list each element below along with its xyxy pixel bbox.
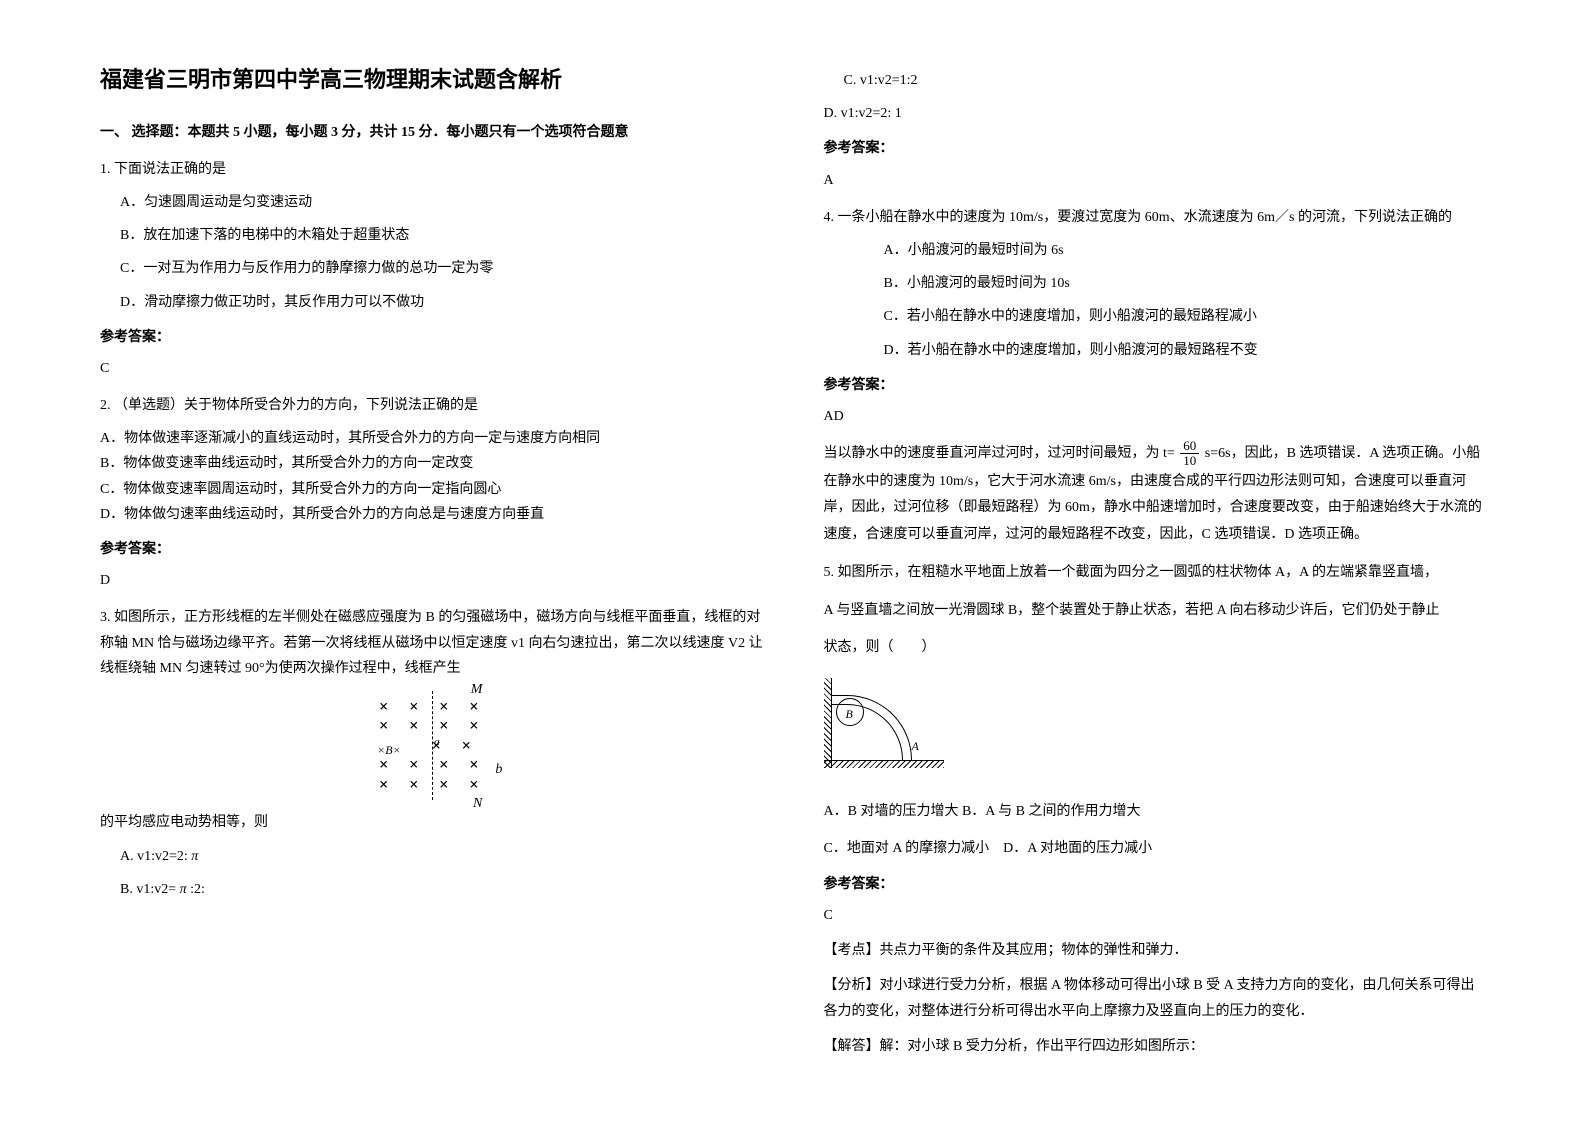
- q1-answer-label: 参考答案：: [100, 325, 764, 350]
- arc-diagram: B A: [824, 678, 944, 768]
- q5-diagram: B A: [824, 668, 1488, 787]
- pi-symbol: π: [180, 882, 187, 897]
- document-title: 福建省三明市第四中学高三物理期末试题含解析: [100, 60, 764, 100]
- question-2-stem: 2. （单选题）关于物体所受合外力的方向，下列说法正确的是: [100, 393, 764, 418]
- q5-analysis-jieda: 【解答】解：对小球 B 受力分析，作出平行四边形如图所示：: [824, 1034, 1488, 1061]
- q1-option-d: D．滑动摩擦力做正功时，其反作用力可以不做功: [120, 290, 764, 315]
- q5-answer: C: [824, 903, 1488, 928]
- q3-answer: A: [824, 168, 1488, 193]
- q4-answer: AD: [824, 404, 1488, 429]
- q1-option-c: C．一对互为作用力与反作用力的静摩擦力做的总功一定为零: [120, 256, 764, 281]
- q2-option-a: A．物体做速率逐渐减小的直线运动时，其所受合外力的方向一定与速度方向相同: [100, 426, 764, 451]
- question-5-stem-p2: A 与竖直墙之间放一光滑圆球 B，整个装置处于静止状态，若把 A 向右移动少许后…: [824, 598, 1488, 623]
- question-3-stem-p1: 3. 如图所示，正方形线框的左半侧处在磁感应强度为 B 的匀强磁场中，磁场方向与…: [100, 605, 764, 681]
- q4-option-b: B．小船渡河的最短时间为 10s: [884, 271, 1488, 296]
- question-5-stem-p1: 5. 如图所示，在粗糙水平地面上放着一个截面为四分之一圆弧的柱状物体 A，A 的…: [824, 560, 1488, 585]
- right-column: C. v1:v2=1:2 D. v1:v2=2: 1 参考答案： A 4. 一条…: [824, 60, 1488, 1060]
- q5-option-cd: C．地面对 A 的摩擦力减小 D．A 对地面的压力减小: [824, 836, 1488, 861]
- frac-den: 10: [1180, 454, 1199, 468]
- diagram-m-label: M: [471, 677, 483, 702]
- diagram-a-label: a: [434, 733, 440, 753]
- q3-opt-a-prefix: A. v1:v2=2:: [120, 849, 191, 864]
- q1-option-a: A．匀速圆周运动是匀变速运动: [120, 190, 764, 215]
- q4-exp-a: 当以静水中的速度垂直河岸过河时，过河时间最短，为 t=: [824, 446, 1179, 461]
- q3-opt-b-suffix: :2:: [187, 882, 205, 897]
- frac-num: 60: [1180, 439, 1199, 454]
- q3-answer-label: 参考答案：: [824, 136, 1488, 161]
- arc-a-label: A: [912, 736, 919, 758]
- diagram-b-label: b: [495, 757, 502, 782]
- question-1-stem: 1. 下面说法正确的是: [100, 157, 764, 182]
- q2-answer-label: 参考答案：: [100, 537, 764, 562]
- q2-answer: D: [100, 568, 764, 593]
- q2-option-d: D．物体做匀速率曲线运动时，其所受合外力的方向总是与速度方向垂直: [100, 502, 764, 527]
- question-3-stem-p2: 的平均感应电动势相等，则: [100, 810, 764, 835]
- fraction: 6010: [1180, 439, 1199, 469]
- diagram-n-label: N: [473, 791, 482, 816]
- q5-analysis-point: 【考点】共点力平衡的条件及其应用；物体的弹性和弹力．: [824, 938, 1488, 965]
- q3-option-b: B. v1:v2= π :2:: [120, 877, 764, 902]
- q4-answer-label: 参考答案：: [824, 373, 1488, 398]
- q1-option-b: B．放在加速下落的电梯中的木箱处于超重状态: [120, 223, 764, 248]
- diagram-axis: [432, 691, 433, 801]
- pi-symbol: π: [191, 849, 198, 864]
- q3-opt-b-prefix: B. v1:v2=: [120, 882, 180, 897]
- arc-b-label: B: [846, 704, 853, 726]
- ground: [824, 760, 944, 768]
- q4-explanation: 当以静水中的速度垂直河岸过河时，过河时间最短，为 t= 6010 s=6s，因此…: [824, 439, 1488, 548]
- magnetic-field-diagram: M × × × × × × × × a ×B× × × × × × × b × …: [373, 691, 490, 801]
- q3-option-c: C. v1:v2=1:2: [844, 68, 1488, 93]
- wall: [824, 678, 832, 768]
- q4-option-d: D．若小船在静水中的速度增加，则小船渡河的最短路程不变: [884, 338, 1488, 363]
- diagram-bx-label: ×B×: [377, 740, 401, 762]
- q1-answer: C: [100, 356, 764, 381]
- q5-option-ab: A．B 对墙的压力增大 B．A 与 B 之间的作用力增大: [824, 799, 1488, 824]
- question-4-stem: 4. 一条小船在静水中的速度为 10m/s，要渡过宽度为 60m、水流速度为 6…: [824, 205, 1488, 230]
- left-column: 福建省三明市第四中学高三物理期末试题含解析 一、 选择题：本题共 5 小题，每小…: [100, 60, 764, 1060]
- q5-answer-label: 参考答案：: [824, 872, 1488, 897]
- q2-option-b: B．物体做变速率曲线运动时，其所受合外力的方向一定改变: [100, 451, 764, 476]
- q3-option-d: D. v1:v2=2: 1: [824, 101, 1488, 126]
- q4-option-c: C．若小船在静水中的速度增加，则小船渡河的最短路程减小: [884, 304, 1488, 329]
- q5-analysis-fenxi: 【分析】对小球进行受力分析，根据 A 物体移动可得出小球 B 受 A 支持力方向…: [824, 973, 1488, 1026]
- q3-option-a: A. v1:v2=2: π: [120, 844, 764, 869]
- q2-option-c: C．物体做变速率圆周运动时，其所受合外力的方向一定指向圆心: [100, 477, 764, 502]
- q3-diagram: M × × × × × × × × a ×B× × × × × × × b × …: [100, 691, 764, 801]
- q4-option-a: A．小船渡河的最短时间为 6s: [884, 238, 1488, 263]
- question-5-stem-p3: 状态，则（ ）: [824, 635, 1488, 660]
- section-1-header: 一、 选择题：本题共 5 小题，每小题 3 分，共计 15 分．每小题只有一个选…: [100, 120, 764, 145]
